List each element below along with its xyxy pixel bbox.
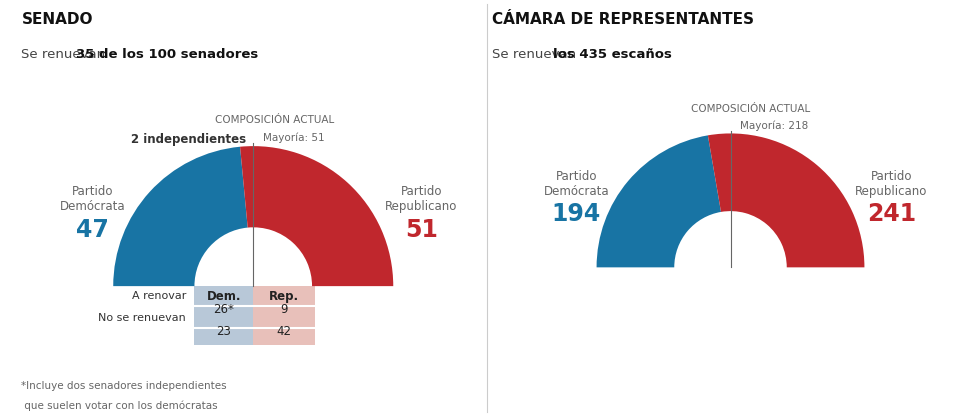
Text: 9: 9	[281, 303, 287, 316]
Text: 194: 194	[552, 202, 601, 226]
Text: Se renuevan: Se renuevan	[492, 48, 581, 61]
Text: 51: 51	[405, 218, 437, 242]
Text: SENADO: SENADO	[21, 12, 93, 27]
Text: 35 de los 100 senadores: 35 de los 100 senadores	[76, 48, 258, 61]
Text: No se renuevan: No se renuevan	[98, 313, 186, 323]
Text: A renovar: A renovar	[131, 291, 186, 301]
Text: 42: 42	[277, 325, 291, 338]
Text: Partido
Demócrata: Partido Demócrata	[543, 170, 610, 198]
Text: *Incluye dos senadores independientes: *Incluye dos senadores independientes	[21, 381, 227, 391]
Text: 26*: 26*	[213, 303, 235, 316]
Text: Mayoría: 218: Mayoría: 218	[740, 120, 808, 131]
Wedge shape	[113, 147, 247, 286]
Text: 241: 241	[867, 202, 916, 226]
Text: 47: 47	[76, 218, 109, 242]
Text: los 435 escaños: los 435 escaños	[553, 48, 672, 61]
Text: CÁMARA DE REPRESENTANTES: CÁMARA DE REPRESENTANTES	[492, 12, 754, 27]
Text: Partido
Republicano: Partido Republicano	[855, 170, 927, 198]
Text: Partido
Republicano: Partido Republicano	[385, 185, 458, 213]
Wedge shape	[240, 146, 393, 286]
Text: Partido
Demócrata: Partido Demócrata	[59, 185, 125, 213]
Bar	[253, 286, 315, 345]
Text: COMPOSICIÓN ACTUAL: COMPOSICIÓN ACTUAL	[691, 104, 810, 114]
Text: Rep.: Rep.	[269, 290, 299, 303]
Wedge shape	[708, 134, 865, 267]
Text: Dem.: Dem.	[206, 290, 242, 303]
Text: que suelen votar con los demócratas: que suelen votar con los demócratas	[21, 400, 218, 411]
Wedge shape	[596, 135, 721, 267]
Text: Se renuevan: Se renuevan	[21, 48, 110, 61]
Text: 23: 23	[216, 325, 231, 338]
Text: COMPOSICIÓN ACTUAL: COMPOSICIÓN ACTUAL	[214, 115, 334, 125]
Text: 2 independientes: 2 independientes	[131, 133, 246, 146]
Text: Mayoría: 51: Mayoría: 51	[263, 132, 324, 143]
Bar	[195, 286, 253, 345]
